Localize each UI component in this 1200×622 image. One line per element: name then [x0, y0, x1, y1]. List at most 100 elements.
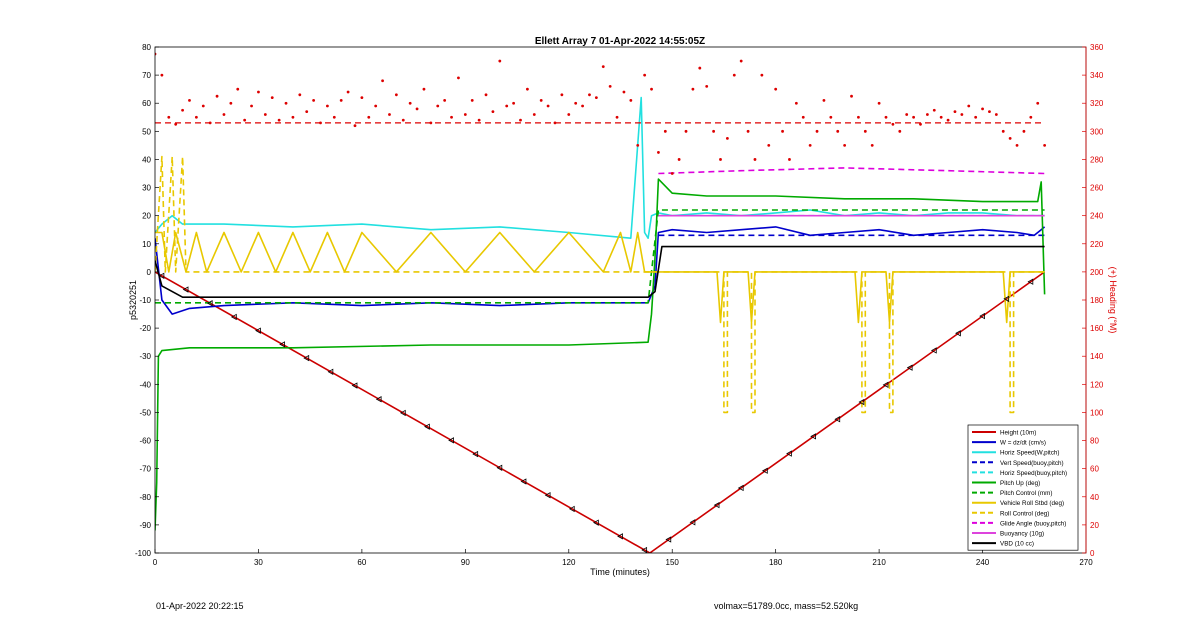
- y-tick-label: -20: [139, 324, 151, 333]
- heading-point: [284, 101, 288, 105]
- series-group: [155, 52, 1047, 553]
- height-marker: [1003, 295, 1010, 303]
- heading-point: [160, 73, 164, 77]
- heading-point: [663, 129, 667, 133]
- y2-tick-label: 200: [1090, 268, 1104, 277]
- heading-point: [360, 96, 364, 99]
- heading-point: [657, 151, 660, 154]
- heading-point: [222, 113, 226, 116]
- heading-point: [877, 101, 881, 105]
- y2-tick-label: 140: [1090, 352, 1104, 361]
- heading-point: [229, 101, 233, 105]
- heading-point: [925, 113, 929, 116]
- heading-point: [884, 115, 888, 119]
- legend-label: Pitch Up (deg): [1000, 480, 1040, 487]
- height-marker: [303, 354, 310, 362]
- heading-point: [994, 113, 998, 116]
- heading-point: [201, 104, 205, 108]
- heading-point: [546, 104, 550, 108]
- heading-point: [174, 122, 178, 126]
- y-tick-label: -10: [139, 296, 151, 305]
- x-tick-label: 90: [461, 558, 470, 567]
- heading-point: [353, 124, 357, 128]
- heading-point: [388, 113, 391, 116]
- series-line-9: [658, 167, 1045, 175]
- heading-point: [636, 143, 640, 147]
- series-line-0: [155, 271, 1046, 553]
- heading-point: [236, 87, 240, 91]
- y2-tick-label: 180: [1090, 296, 1104, 305]
- heading-point: [850, 94, 853, 98]
- y-tick-label: 40: [142, 155, 151, 164]
- legend-label: Buoyancy (10g): [1000, 531, 1044, 538]
- height-marker: [786, 450, 792, 457]
- heading-point: [167, 115, 171, 119]
- heading-point: [843, 143, 847, 147]
- heading-point: [822, 99, 826, 102]
- y-tick-label: -30: [139, 352, 151, 361]
- height-marker: [158, 272, 165, 279]
- heading-point: [581, 104, 584, 108]
- height-marker: [472, 450, 479, 458]
- heading-point: [291, 115, 295, 119]
- height-marker: [617, 533, 623, 540]
- height-marker: [906, 364, 913, 371]
- heading-point: [794, 101, 798, 105]
- legend-label: Roll Control (deg): [1000, 510, 1049, 517]
- heading-point: [484, 93, 488, 97]
- heading-point: [988, 110, 991, 114]
- height-marker: [955, 330, 961, 337]
- heading-point: [650, 87, 653, 91]
- plot-area: [155, 52, 1047, 553]
- heading-point: [974, 115, 978, 119]
- y2-tick-label: 280: [1090, 155, 1104, 164]
- y2-tick-label: 160: [1090, 324, 1104, 333]
- height-marker: [641, 546, 648, 553]
- heading-point: [1043, 143, 1047, 147]
- heading-point: [601, 65, 605, 69]
- heading-point: [477, 118, 481, 122]
- heading-point: [912, 115, 915, 119]
- y-tick-label: -60: [139, 437, 151, 446]
- height-marker: [399, 409, 406, 417]
- legend-label: VBD (10 cc): [1000, 541, 1034, 548]
- heading-point: [615, 115, 619, 119]
- height-marker: [327, 368, 334, 375]
- heading-point: [808, 143, 812, 147]
- heading-point: [1008, 136, 1012, 140]
- height-marker: [858, 398, 865, 406]
- heading-point: [181, 108, 184, 112]
- height-marker: [930, 347, 937, 354]
- height-marker: [834, 416, 841, 423]
- y-tick-label: -40: [139, 380, 151, 389]
- heading-point: [298, 93, 302, 97]
- height-marker: [520, 478, 527, 485]
- y2-tick-label: 80: [1090, 437, 1099, 446]
- heading-point: [512, 101, 516, 105]
- x-tick-label: 270: [1079, 558, 1093, 567]
- y-tick-label: 60: [142, 99, 151, 108]
- heading-point: [243, 118, 247, 122]
- heading-point: [1015, 143, 1019, 147]
- heading-point: [560, 93, 564, 97]
- heading-point: [539, 99, 543, 102]
- heading-point: [919, 122, 922, 126]
- heading-point: [436, 104, 440, 108]
- heading-point: [422, 87, 426, 91]
- heading-point: [346, 90, 350, 94]
- legend-label: W = dz/dt (cm/s): [1000, 440, 1046, 447]
- height-marker: [689, 519, 696, 526]
- y-tick-label: 30: [142, 184, 151, 193]
- height-marker: [448, 437, 454, 444]
- heading-point: [946, 118, 950, 122]
- heading-point: [574, 101, 578, 105]
- heading-point: [553, 121, 557, 125]
- x-tick-label: 150: [666, 558, 680, 567]
- heading-point: [719, 158, 722, 161]
- x-tick-label: 240: [976, 558, 990, 567]
- footer-mass-info: volmax=51789.0cc, mass=52.520kg: [714, 601, 859, 611]
- legend-box: [967, 424, 1079, 551]
- heading-point: [898, 129, 902, 133]
- heading-point: [326, 104, 329, 108]
